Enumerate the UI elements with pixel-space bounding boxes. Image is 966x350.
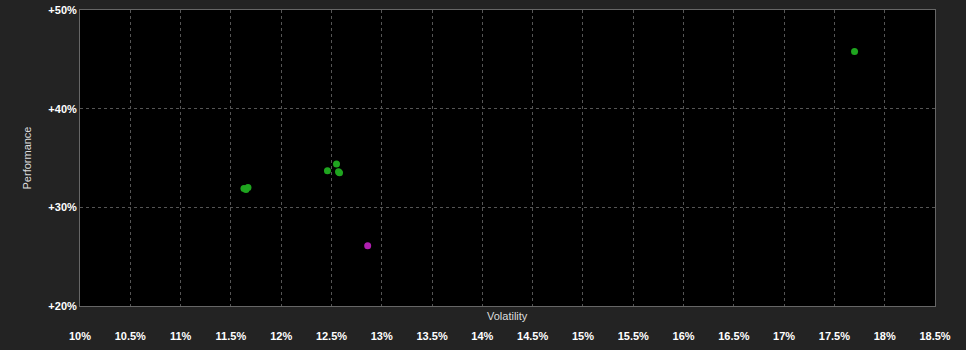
svg-text:11.5%: 11.5%: [216, 330, 247, 342]
svg-text:Volatility: Volatility: [487, 310, 528, 322]
svg-text:15%: 15%: [572, 330, 594, 342]
svg-text:12%: 12%: [270, 330, 292, 342]
svg-text:13%: 13%: [371, 330, 393, 342]
svg-text:12.5%: 12.5%: [316, 330, 347, 342]
svg-text:Performance: Performance: [21, 127, 33, 190]
svg-text:10.5%: 10.5%: [115, 330, 146, 342]
svg-text:13.5%: 13.5%: [416, 330, 447, 342]
svg-text:14.5%: 14.5%: [517, 330, 548, 342]
svg-text:11%: 11%: [170, 330, 192, 342]
svg-text:16.5%: 16.5%: [718, 330, 749, 342]
svg-text:18%: 18%: [874, 330, 896, 342]
svg-text:+20%: +20%: [48, 300, 77, 312]
svg-text:16%: 16%: [673, 330, 695, 342]
svg-text:10%: 10%: [69, 330, 91, 342]
svg-text:+40%: +40%: [48, 103, 77, 115]
svg-text:15.5%: 15.5%: [618, 330, 649, 342]
svg-text:18.5%: 18.5%: [919, 330, 950, 342]
svg-text:17.5%: 17.5%: [819, 330, 850, 342]
svg-text:+50%: +50%: [48, 4, 77, 16]
svg-text:14%: 14%: [471, 330, 493, 342]
svg-text:17%: 17%: [773, 330, 795, 342]
svg-text:+30%: +30%: [48, 201, 77, 213]
